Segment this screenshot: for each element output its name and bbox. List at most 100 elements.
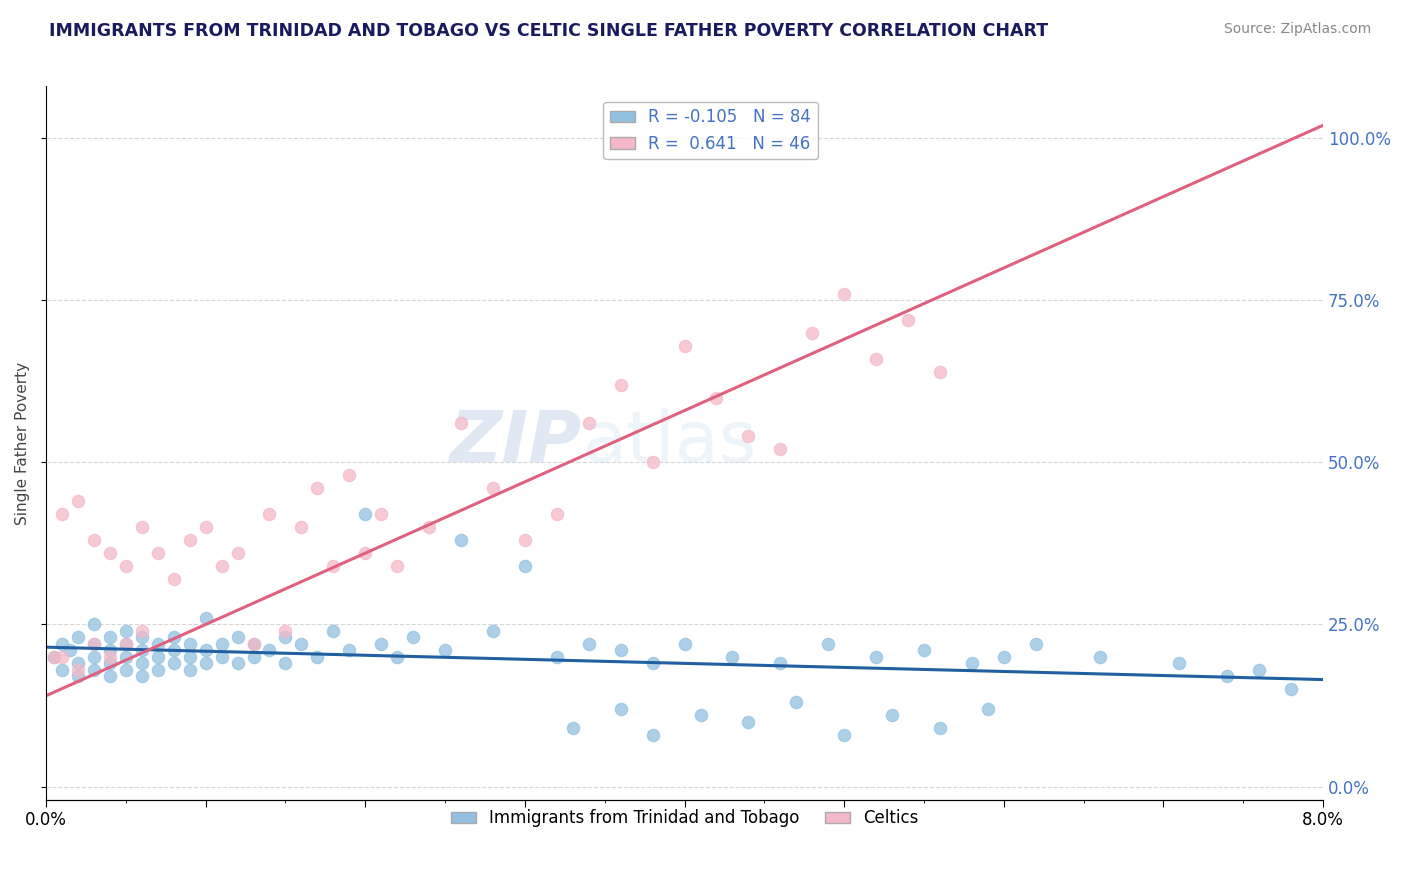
Point (801, 326, 824, 340)
Point (83, 649, 105, 664)
Point (163, 657, 186, 671)
Point (912, 643, 935, 657)
Point (42, 649, 65, 664)
Point (83, 637, 105, 651)
Point (179, 533, 201, 548)
Point (226, 546, 249, 560)
Point (337, 643, 360, 657)
Point (42, 649, 65, 664)
Point (131, 631, 153, 645)
Point (274, 631, 297, 645)
Point (146, 546, 169, 560)
Point (929, 721, 952, 735)
Point (242, 649, 264, 664)
Point (194, 611, 217, 625)
Point (259, 643, 281, 657)
Point (211, 559, 233, 574)
Point (83, 617, 105, 632)
Point (83, 533, 105, 548)
Point (146, 637, 169, 651)
Point (242, 637, 264, 651)
Point (641, 455, 664, 469)
Point (242, 637, 264, 651)
Point (546, 649, 568, 664)
Point (706, 391, 728, 405)
Point (83, 663, 105, 677)
Point (832, 286, 855, 301)
Point (689, 708, 711, 723)
Point (98, 546, 121, 560)
Point (307, 481, 329, 495)
Point (211, 649, 233, 664)
Point (737, 429, 759, 443)
Y-axis label: Single Father Poverty: Single Father Poverty (15, 361, 30, 524)
Point (98, 649, 121, 664)
Point (59, 643, 82, 657)
Point (482, 481, 505, 495)
Point (929, 365, 952, 379)
Point (114, 637, 136, 651)
Point (131, 643, 153, 657)
Point (993, 649, 1015, 664)
Point (450, 533, 472, 548)
Point (673, 339, 696, 353)
Point (114, 663, 136, 677)
Point (1216, 669, 1239, 683)
Point (131, 669, 153, 683)
Point (370, 508, 392, 522)
Point (194, 657, 217, 671)
Point (226, 657, 249, 671)
Point (51, 649, 73, 664)
Point (98, 643, 121, 657)
Point (114, 649, 136, 664)
Point (163, 643, 186, 657)
Point (114, 637, 136, 651)
Point (546, 508, 568, 522)
Point (322, 624, 344, 638)
Point (179, 663, 201, 677)
Point (211, 637, 233, 651)
Point (450, 417, 472, 431)
Text: IMMIGRANTS FROM TRINIDAD AND TOBAGO VS CELTIC SINGLE FATHER POVERTY CORRELATION : IMMIGRANTS FROM TRINIDAD AND TOBAGO VS C… (49, 22, 1049, 40)
Point (641, 657, 664, 671)
Point (51, 663, 73, 677)
Point (960, 657, 983, 671)
Point (418, 520, 440, 534)
Point (131, 520, 153, 534)
Point (865, 351, 887, 366)
Point (578, 417, 600, 431)
Point (1168, 657, 1191, 671)
Text: ZIP: ZIP (450, 409, 582, 477)
Point (179, 649, 201, 664)
Point (354, 508, 377, 522)
Point (66, 494, 89, 508)
Point (737, 714, 759, 729)
Point (83, 637, 105, 651)
Point (131, 657, 153, 671)
Point (354, 546, 377, 560)
Point (370, 637, 392, 651)
Point (578, 637, 600, 651)
Point (513, 533, 536, 548)
Point (385, 559, 408, 574)
Point (66, 669, 89, 683)
Point (66, 657, 89, 671)
Legend: Immigrants from Trinidad and Tobago, Celtics: Immigrants from Trinidad and Tobago, Cel… (444, 803, 925, 834)
Point (385, 649, 408, 664)
Point (482, 624, 505, 638)
Point (897, 312, 920, 326)
Point (146, 663, 169, 677)
Point (561, 721, 583, 735)
Point (977, 702, 1000, 716)
Point (1088, 649, 1111, 664)
Point (66, 631, 89, 645)
Point (769, 442, 792, 457)
Point (609, 377, 631, 392)
Point (51, 508, 73, 522)
Point (114, 624, 136, 638)
Point (290, 520, 312, 534)
Point (259, 508, 281, 522)
Point (98, 657, 121, 671)
Point (785, 695, 807, 709)
Point (337, 468, 360, 483)
